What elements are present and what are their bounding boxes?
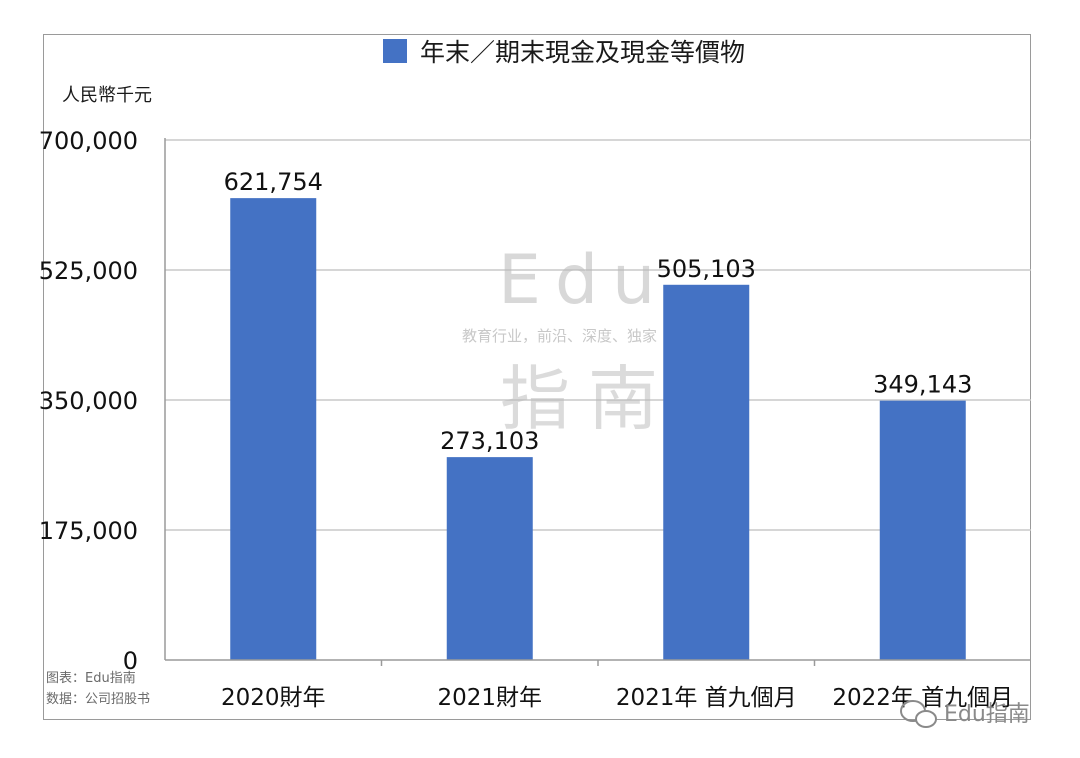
- data-labels: 621,754 273,103 505,103 349,143: [224, 168, 973, 455]
- y-tick-label: 0: [123, 647, 138, 675]
- x-tick-label: 2021財年: [437, 685, 542, 711]
- data-label: 505,103: [657, 255, 756, 283]
- data-label: 621,754: [224, 168, 323, 196]
- watermark: Edu 教育行业，前沿、深度、独家 指南: [462, 241, 676, 440]
- y-tick-label: 350,000: [39, 387, 138, 415]
- watermark-cn: 指南: [500, 358, 676, 440]
- bar: [446, 457, 533, 660]
- legend-label: 年末／期末現金及現金等價物: [420, 38, 745, 67]
- y-tick-label: 700,000: [39, 127, 138, 155]
- x-tick-labels: 2020財年 2021財年 2021年 首九個月 2022年 首九個月: [221, 660, 1013, 711]
- bar: [879, 400, 966, 660]
- bar: [230, 198, 317, 660]
- wechat-icon: [900, 700, 937, 728]
- chart-credit: 图表：Edu指南: [46, 670, 136, 686]
- bars: [230, 198, 966, 660]
- account-name: Edu指南: [944, 702, 1030, 727]
- bar: [663, 284, 750, 660]
- y-tick-labels: 0 175,000 350,000 525,000 700,000: [39, 127, 138, 675]
- y-tick-label: 175,000: [39, 517, 138, 545]
- chart-frame: [43, 34, 1031, 720]
- watermark-tagline: 教育行业，前沿、深度、独家: [462, 327, 657, 345]
- y-tick-label: 525,000: [39, 257, 138, 285]
- data-source: 数据：公司招股书: [46, 692, 150, 707]
- legend-swatch: [383, 39, 407, 63]
- data-label: 349,143: [873, 371, 972, 399]
- data-label: 273,103: [440, 427, 539, 455]
- watermark-logo: Edu: [498, 241, 669, 320]
- x-tick-label: 2021年 首九個月: [616, 685, 797, 711]
- x-tick-label: 2020財年: [221, 685, 326, 711]
- y-axis-unit: 人民幣千元: [62, 85, 152, 106]
